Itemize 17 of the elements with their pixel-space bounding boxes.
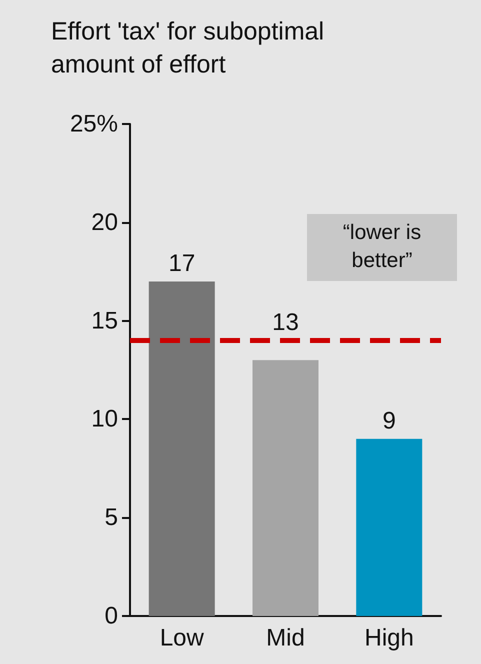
y-tick-label: 10 (91, 406, 118, 433)
y-tick-label: 15 (91, 307, 118, 334)
y-tick-label: 0 (104, 602, 118, 630)
data-label: 9 (382, 407, 396, 434)
data-label: 13 (272, 308, 299, 336)
chart-title: Effort 'tax' for suboptimal amount of effort (51, 18, 324, 78)
note-box: “lower is better” (307, 214, 457, 281)
y-tick-label: 5 (104, 504, 118, 532)
x-tick-label: Mid (266, 624, 305, 652)
bar (356, 438, 422, 616)
y-tick-label: 25% (70, 110, 118, 138)
bar (148, 281, 215, 616)
data-label: 17 (168, 250, 196, 277)
bar (252, 360, 318, 616)
y-tick-label: 20 (91, 208, 118, 236)
x-tick-label: Low (160, 624, 205, 652)
x-tick-label: High (364, 624, 414, 652)
